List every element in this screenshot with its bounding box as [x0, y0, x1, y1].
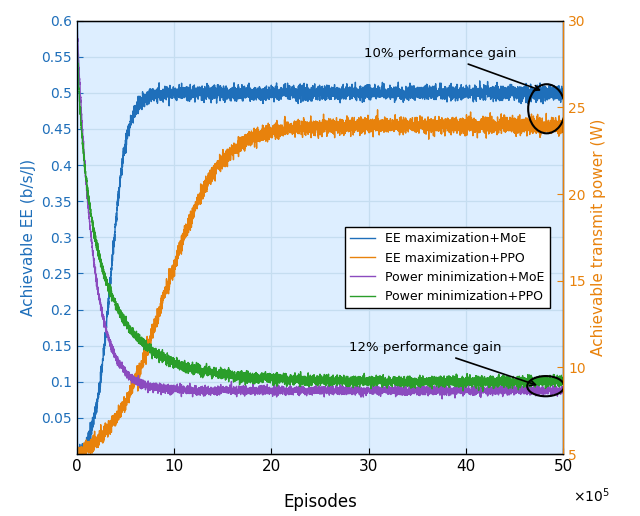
- Y-axis label: Achievable transmit power (W): Achievable transmit power (W): [591, 119, 606, 356]
- Power minimization+PPO: [473, 379, 481, 385]
- EE maximization+PPO: [374, 107, 381, 113]
- Power minimization+PPO: [559, 376, 567, 382]
- EE maximization+PPO: [259, 128, 266, 135]
- Power minimization+MoE: [559, 389, 567, 395]
- EE maximization+PPO: [161, 288, 169, 294]
- EE maximization+PPO: [559, 123, 567, 129]
- EE maximization+MoE: [161, 94, 169, 100]
- EE maximization+MoE: [365, 91, 372, 97]
- Text: $\times10^5$: $\times10^5$: [573, 487, 610, 505]
- Power minimization+PPO: [365, 382, 372, 389]
- X-axis label: Episodes: Episodes: [283, 493, 357, 511]
- Power minimization+MoE: [389, 390, 397, 396]
- EE maximization+MoE: [389, 94, 397, 101]
- Line: EE maximization+MoE: EE maximization+MoE: [77, 81, 563, 454]
- Power minimization+MoE: [473, 386, 481, 392]
- EE maximization+MoE: [73, 450, 81, 456]
- Power minimization+MoE: [161, 386, 169, 392]
- Power minimization+MoE: [438, 396, 446, 402]
- EE maximization+PPO: [436, 122, 444, 128]
- Power minimization+PPO: [436, 376, 444, 382]
- Line: Power minimization+MoE: Power minimization+MoE: [77, 21, 563, 399]
- Power minimization+MoE: [259, 391, 266, 397]
- Y-axis label: Achievable EE (b/s/J): Achievable EE (b/s/J): [20, 159, 36, 316]
- EE maximization+MoE: [259, 88, 267, 94]
- Text: 10% performance gain: 10% performance gain: [364, 47, 540, 90]
- Power minimization+MoE: [73, 18, 81, 24]
- Power minimization+PPO: [73, 19, 81, 25]
- EE maximization+MoE: [436, 87, 444, 93]
- Text: 12% performance gain: 12% performance gain: [349, 342, 536, 385]
- EE maximization+PPO: [365, 121, 372, 127]
- EE maximization+PPO: [473, 119, 481, 125]
- EE maximization+MoE: [559, 93, 567, 99]
- Power minimization+PPO: [389, 380, 397, 386]
- Power minimization+MoE: [365, 388, 372, 394]
- Power minimization+PPO: [479, 388, 486, 394]
- EE maximization+PPO: [73, 451, 81, 457]
- EE maximization+PPO: [389, 124, 397, 131]
- EE maximization+MoE: [73, 451, 81, 457]
- Power minimization+PPO: [161, 352, 169, 359]
- EE maximization+MoE: [476, 78, 484, 84]
- Line: EE maximization+PPO: EE maximization+PPO: [77, 110, 563, 454]
- Power minimization+PPO: [259, 375, 266, 381]
- EE maximization+MoE: [473, 88, 481, 94]
- Legend: EE maximization+MoE, EE maximization+PPO, Power minimization+MoE, Power minimiza: EE maximization+MoE, EE maximization+PPO…: [345, 228, 550, 308]
- Line: Power minimization+PPO: Power minimization+PPO: [77, 22, 563, 391]
- Power minimization+MoE: [436, 387, 444, 393]
